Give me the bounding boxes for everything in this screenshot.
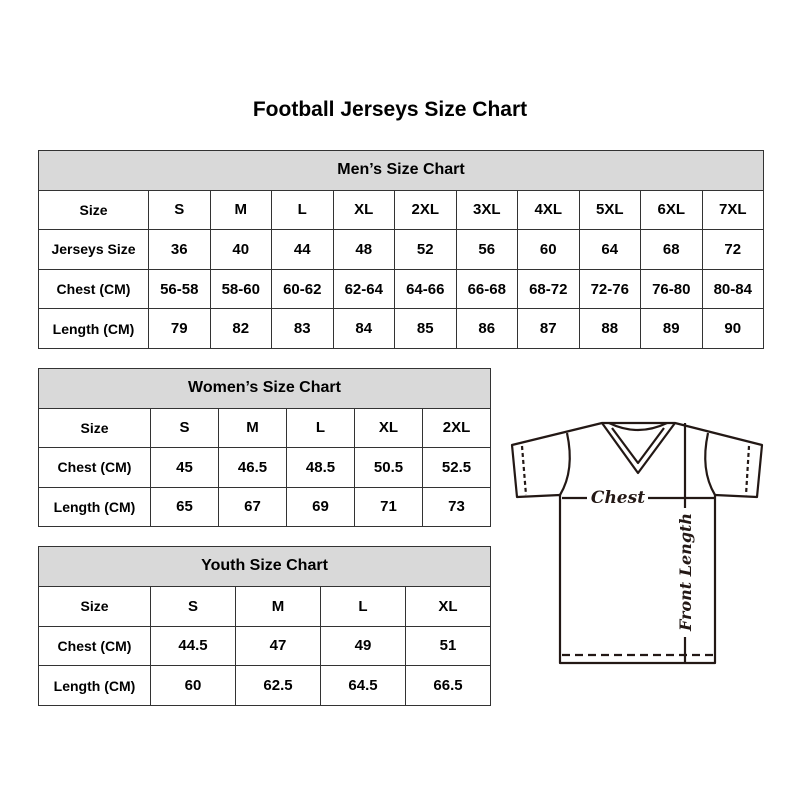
table-cell: 62.5 — [235, 665, 321, 707]
chest-label: Chest — [591, 488, 645, 508]
sleeve-hem-dashes — [520, 445, 751, 496]
table-cell: 45 — [150, 447, 219, 488]
row-label: Length (CM) — [38, 308, 149, 349]
left-armhole — [559, 432, 571, 496]
table-cell: 90 — [701, 308, 764, 349]
table-cell: 60 — [517, 229, 580, 270]
mens-table-heading: Men’s Size Chart — [38, 150, 764, 191]
table-cell: 84 — [332, 308, 395, 349]
mens-size-table: Men’s Size Chart Size S M L XL 2XL 3XL 4XL 5XL 6X… — [38, 150, 764, 349]
table-cell: 60 — [150, 665, 236, 707]
men-table-row: Size S M L XL 2XL 3XL 4XL 5XL 6XL 7XL — [38, 189, 764, 231]
page-title: Football Jerseys Size Chart — [252, 98, 528, 121]
table-cell: 68-72 — [517, 268, 580, 310]
table-cell: 47 — [235, 625, 321, 667]
table-cell: 82 — [209, 308, 272, 349]
youth-table-row: Length (CM) 60 62.5 64.5 66.5 — [38, 665, 491, 707]
table-cell: 50.5 — [354, 447, 423, 488]
table-cell: 68 — [640, 229, 703, 270]
women-table-row: Length (CM) 65 67 69 71 73 — [38, 486, 491, 527]
womens-size-table: Women’s Size Chart Size S M L XL 2XL Chest (CM… — [38, 368, 491, 527]
table-cell: 48.5 — [286, 447, 355, 488]
table-cell: 87 — [517, 308, 580, 349]
table-cell: 64.5 — [320, 665, 406, 707]
table-cell: 66.5 — [405, 665, 491, 707]
women-table-row: Chest (CM) 45 46.5 48.5 50.5 52.5 — [38, 447, 491, 488]
table-cell: L — [271, 189, 334, 231]
jersey-outline — [510, 421, 764, 665]
men-table-row: Jerseys Size 36 40 44 48 52 56 60 64 68 72 — [38, 229, 764, 270]
row-label: Jerseys Size — [38, 229, 149, 270]
table-cell: 49 — [320, 625, 406, 667]
table-cell: 71 — [354, 486, 423, 527]
front-length-label: Front Length — [676, 513, 695, 632]
table-cell: 79 — [148, 308, 211, 349]
table-cell: 2XL — [422, 407, 491, 448]
table-cell: 76-80 — [640, 268, 703, 310]
table-cell: 56-58 — [148, 268, 211, 310]
table-cell: 36 — [148, 229, 211, 270]
table-cell: 51 — [405, 625, 491, 667]
table-cell: 6XL — [640, 189, 703, 231]
row-label: Size — [38, 189, 149, 231]
youth-size-table: Youth Size Chart Size S M L XL Chest (CM) 44.5… — [38, 546, 491, 707]
table-cell: 80-84 — [701, 268, 764, 310]
men-table-row: Length (CM) 79 82 83 84 85 86 87 88 89 90 — [38, 308, 764, 349]
table-cell: 72-76 — [578, 268, 641, 310]
youth-table-row: Size S M L XL — [38, 585, 491, 627]
row-label: Size — [38, 585, 151, 627]
table-cell: 62-64 — [332, 268, 395, 310]
table-cell: 40 — [209, 229, 272, 270]
table-cell: M — [218, 407, 287, 448]
row-label: Length (CM) — [38, 486, 151, 527]
table-cell: 48 — [332, 229, 395, 270]
row-label: Chest (CM) — [38, 447, 151, 488]
table-cell: 44.5 — [150, 625, 236, 667]
table-cell: M — [235, 585, 321, 627]
table-cell: XL — [405, 585, 491, 627]
table-cell: S — [150, 585, 236, 627]
table-cell: 44 — [271, 229, 334, 270]
row-label: Chest (CM) — [38, 625, 151, 667]
women-table-row: Size S M L XL 2XL — [38, 407, 491, 448]
table-cell: XL — [332, 189, 395, 231]
table-cell: 65 — [150, 486, 219, 527]
table-cell: 7XL — [701, 189, 764, 231]
table-cell: L — [286, 407, 355, 448]
table-cell: 5XL — [578, 189, 641, 231]
collar-outer — [601, 422, 676, 475]
womens-table-heading: Women’s Size Chart — [38, 368, 491, 409]
youth-table-row: Chest (CM) 44.5 47 49 51 — [38, 625, 491, 667]
youth-table-heading: Youth Size Chart — [38, 546, 491, 587]
table-cell: L — [320, 585, 406, 627]
row-label: Size — [38, 407, 151, 448]
table-cell: 69 — [286, 486, 355, 527]
table-cell: 60-62 — [271, 268, 334, 310]
table-cell: 88 — [578, 308, 641, 349]
table-cell: 66-68 — [455, 268, 518, 310]
table-cell: 85 — [394, 308, 457, 349]
collar-inner — [608, 422, 668, 465]
table-cell: 86 — [455, 308, 518, 349]
right-armhole — [704, 432, 716, 496]
table-cell: 67 — [218, 486, 287, 527]
table-cell: 73 — [422, 486, 491, 527]
table-cell: XL — [354, 407, 423, 448]
table-cell: 52.5 — [422, 447, 491, 488]
